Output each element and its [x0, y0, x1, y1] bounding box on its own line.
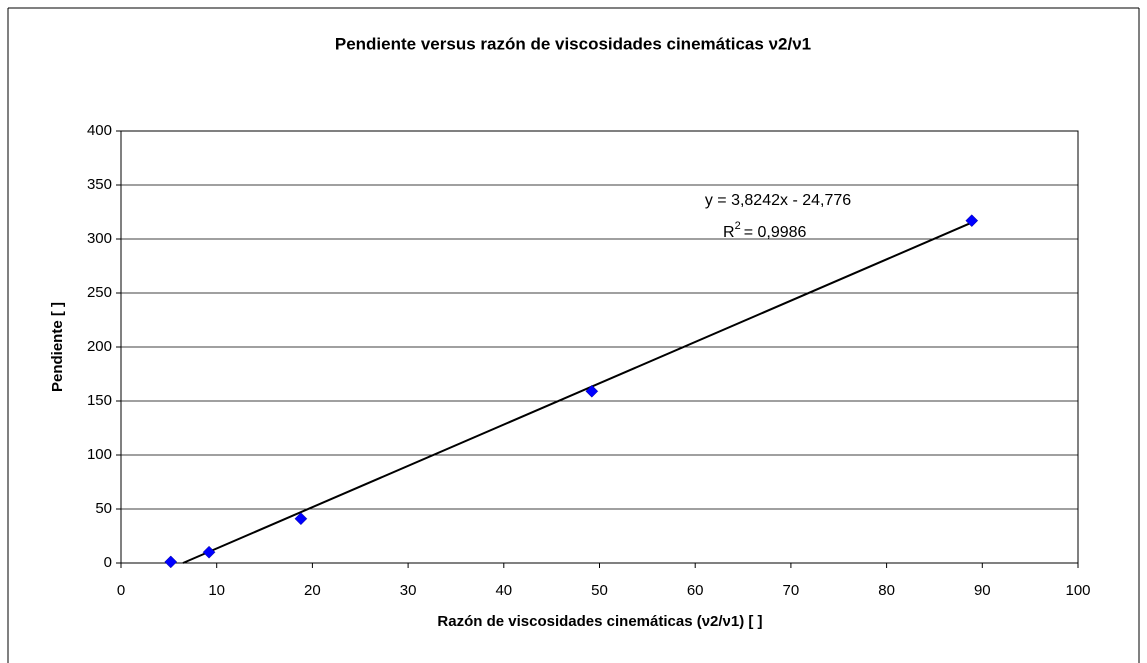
r2-value: = 0,9986: [744, 224, 807, 241]
x-tick-label: 70: [783, 582, 800, 599]
y-tick-label: 350: [87, 176, 112, 193]
data-point: [965, 214, 979, 227]
trendline-r2: R2 = 0,9986: [723, 220, 807, 241]
x-tick-label: 10: [208, 582, 225, 599]
x-tick-label: 20: [304, 582, 321, 599]
y-tick-label: 100: [87, 446, 112, 463]
x-tick-label: 80: [878, 582, 895, 599]
x-tick-label: 40: [495, 582, 512, 599]
x-axis-label: Razón de viscosidades cinemáticas (ν2/ν1…: [437, 613, 762, 630]
data-point: [202, 545, 216, 559]
x-tick-label: 50: [591, 582, 608, 599]
data-point: [585, 384, 599, 398]
data-point: [294, 512, 308, 526]
y-tick-label: 150: [87, 392, 112, 409]
y-tick-label: 250: [87, 284, 112, 301]
y-tick-label: 50: [95, 500, 112, 517]
x-tick-label: 100: [1065, 582, 1090, 599]
plot-area: [120, 130, 1079, 564]
x-tick-label: 0: [117, 582, 125, 599]
chart-title: Pendiente versus razón de viscosidades c…: [335, 34, 811, 53]
y-tick-label: 200: [87, 338, 112, 355]
trendline: [182, 221, 973, 564]
y-tick-label: 0: [104, 554, 112, 571]
x-tick-label: 60: [687, 582, 704, 599]
data-point: [164, 555, 178, 569]
y-tick-label: 400: [87, 122, 112, 139]
x-tick-label: 30: [400, 582, 417, 599]
r2-base: R: [723, 224, 735, 241]
x-tick-label: 90: [974, 582, 991, 599]
y-axis-label: Pendiente [ ]: [49, 302, 66, 392]
trendline-equation: y = 3,8242x - 24,776: [705, 192, 851, 209]
y-tick-label: 300: [87, 230, 112, 247]
r2-sup: 2: [735, 220, 741, 232]
